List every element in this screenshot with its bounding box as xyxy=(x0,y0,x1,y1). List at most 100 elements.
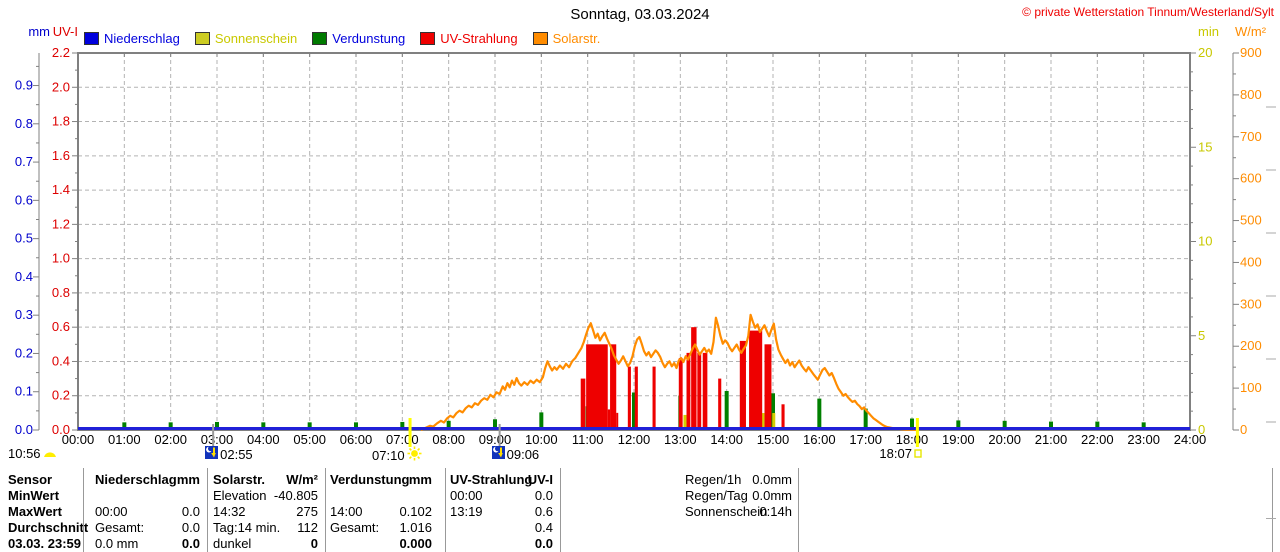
wm2-axis-label: 400 xyxy=(1240,254,1262,269)
uv-strahlung-bar xyxy=(678,358,683,430)
wm2-axis-label: 700 xyxy=(1240,129,1262,144)
uv-axis-label: 2.0 xyxy=(52,79,70,94)
sensor-unit: UV-I xyxy=(527,472,553,487)
uv-axis-label: 1.4 xyxy=(52,182,70,197)
sensor-row-value: 275 xyxy=(296,504,318,519)
x-axis-label: 00:00 xyxy=(62,432,95,447)
verdunstung-bar xyxy=(1141,422,1146,430)
moon-set-icon xyxy=(491,446,505,462)
table-row-header: Durchschnitt xyxy=(8,520,89,535)
event-marker-sun-below-horizon: 18:07 xyxy=(879,446,922,461)
sensor-row-value: 0.0 xyxy=(181,504,200,519)
legend-color-swatch xyxy=(532,32,548,45)
uv-axis-label: 0.6 xyxy=(52,319,70,334)
sun-icon xyxy=(407,446,422,464)
totals-value: 0.0mm xyxy=(752,472,792,487)
sensor-row-value: 1.016 xyxy=(399,520,432,535)
uv-strahlung-bar xyxy=(749,330,763,430)
sensor-row-value: 0 xyxy=(310,536,318,551)
event-time-label: 09:06 xyxy=(506,446,540,462)
x-axis-label: 05:00 xyxy=(293,432,326,447)
totals-label: Regen/1h xyxy=(685,472,742,487)
min-axis-label: 5 xyxy=(1198,328,1205,343)
x-axis-label: 03:00 xyxy=(201,432,234,447)
sensor-row-value: 0.000 xyxy=(399,536,432,551)
mm-axis-label: 0.8 xyxy=(15,116,33,131)
sensor-row-label: 00:00 xyxy=(450,488,483,503)
sensor-row-label: 13:19 xyxy=(450,504,483,519)
mm-axis-label: 0.1 xyxy=(15,384,33,399)
sensor-row-value: 0.6 xyxy=(534,504,553,519)
event-marker-moon-set: 02:55 xyxy=(205,446,253,462)
sensor-row-value: 0.102 xyxy=(399,504,432,519)
verdunstung-bar xyxy=(261,422,266,430)
uv-strahlung-bar xyxy=(739,340,746,430)
sensor-row-label: Elevation xyxy=(213,488,267,503)
sensor-row-value: 0.0 xyxy=(534,488,553,503)
mm-axis-label: 0.2 xyxy=(15,345,33,360)
verdunstung-bar xyxy=(1049,421,1053,430)
x-axis-label: 18:00 xyxy=(896,432,929,447)
verdunstung-bar xyxy=(493,419,497,430)
x-axis-label: 11:00 xyxy=(572,432,604,447)
moon-rise-icon xyxy=(43,446,57,461)
legend-color-swatch xyxy=(84,32,99,45)
x-axis-label: 08:00 xyxy=(432,432,465,447)
sensor-row-label: Tag:14 min. xyxy=(213,520,281,535)
x-axis-label: 23:00 xyxy=(1127,432,1160,447)
mm-axis-label: 0.9 xyxy=(15,78,33,93)
uv-axis-label: 0.4 xyxy=(52,353,70,368)
verdunstung-bar xyxy=(354,422,358,430)
x-axis-label: 16:00 xyxy=(803,432,836,447)
uv-strahlung-bar xyxy=(627,366,631,430)
sensor-unit: mm xyxy=(176,472,200,487)
sensor-row-value: 0.4 xyxy=(534,520,553,535)
x-axis-label: 12:00 xyxy=(618,432,651,447)
table-row-header: 03.03. 23:59 xyxy=(8,536,82,551)
uv-axis-label: 2.2 xyxy=(52,45,70,60)
table-column-separator xyxy=(1272,468,1273,552)
uv-axis-label: 0.2 xyxy=(52,388,70,403)
sensor-row-label: Gesamt: xyxy=(95,520,145,535)
sensor-name: Verdunstung xyxy=(330,472,410,487)
verdunstung-bar xyxy=(168,422,173,430)
uv-strahlung-bar xyxy=(702,352,708,430)
min-axis-label: 20 xyxy=(1198,45,1212,60)
uv-strahlung-bar xyxy=(697,352,702,430)
legend-label: Niederschlag xyxy=(104,31,180,46)
uv-strahlung-bar xyxy=(652,366,656,430)
x-axis-label: 09:00 xyxy=(479,432,512,447)
sensor-row-value: -40.805 xyxy=(273,488,318,503)
uv-strahlung-bar xyxy=(586,344,608,430)
table-column-separator xyxy=(560,468,561,552)
moon-set-icon xyxy=(205,446,219,462)
uv-strahlung-bar xyxy=(610,344,617,430)
sensor-row-label: 14:00 xyxy=(330,504,363,519)
sensor-row-value: 0.0 xyxy=(534,536,553,551)
verdunstung-bar xyxy=(724,390,729,430)
station-credit: © private Wetterstation Tinnum/Westerlan… xyxy=(1022,5,1274,19)
uv-axis-label: 1.0 xyxy=(52,251,70,266)
verdunstung-bar xyxy=(1002,420,1007,430)
mm-axis-label: 0.6 xyxy=(15,192,33,207)
x-axis-label: 15:00 xyxy=(757,432,790,447)
wm2-axis-label: 300 xyxy=(1240,296,1262,311)
legend-item-sonnenschein: Sonnenschein xyxy=(194,31,297,46)
uv-strahlung-bar xyxy=(718,378,722,430)
x-axis-label: 07:00 xyxy=(386,432,419,447)
legend-label: Solarstr. xyxy=(552,31,601,46)
wm2-axis-label: 600 xyxy=(1240,171,1262,186)
sun-below-horizon-icon xyxy=(914,446,922,461)
chart-legend: Niederschlag Sonnenschein Verdunstung UV-St… xyxy=(84,31,600,46)
sensor-row-value: 0.0 xyxy=(181,520,200,535)
legend-item-solarstr: Solarstr. xyxy=(532,31,601,46)
sensor-row-label: Gesamt: xyxy=(330,520,380,535)
legend-item-verdunstung: Verdunstung xyxy=(312,31,405,46)
sensor-row-label: 00:00 xyxy=(95,504,128,519)
table-column-separator xyxy=(798,468,799,552)
page-title: Sonntag, 03.03.2024 xyxy=(570,6,710,23)
sensor-row-value: 112 xyxy=(297,520,318,535)
legend-label: UV-Strahlung xyxy=(440,31,518,46)
x-axis-label: 20:00 xyxy=(988,432,1021,447)
totals-value: 0.0mm xyxy=(752,488,792,503)
